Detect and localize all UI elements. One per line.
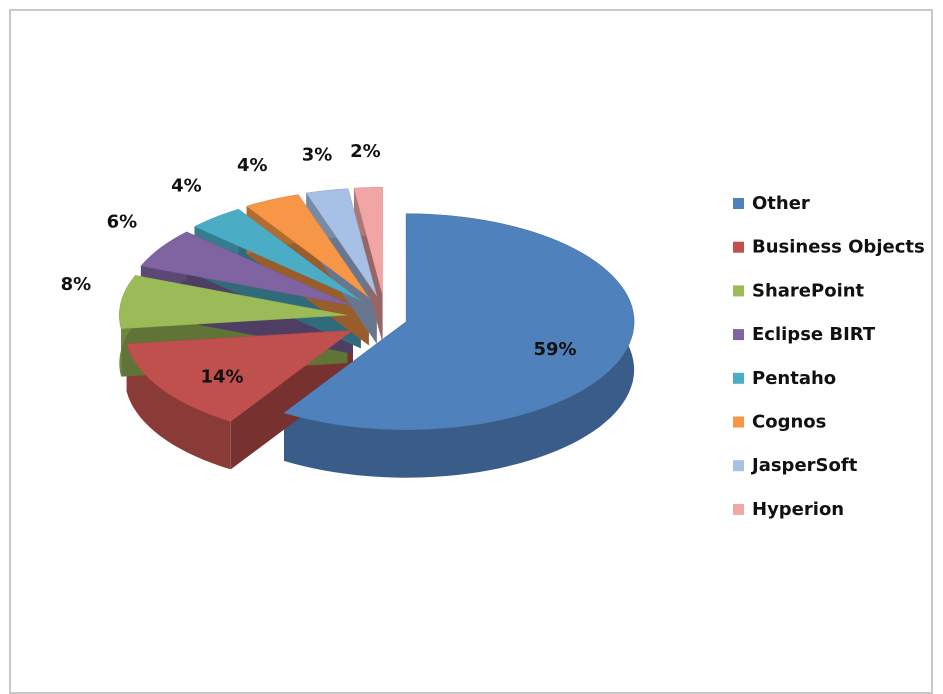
data-label: 3% [302, 144, 333, 165]
data-label: 8% [61, 274, 92, 295]
slice [246, 194, 370, 298]
legend-swatch [733, 198, 744, 209]
slice [283, 213, 635, 430]
legend-swatch [733, 503, 744, 515]
data-labels: 59% 14% 8% 6% 4% 4% 3% 2% [61, 141, 577, 388]
data-label: 6% [107, 211, 138, 232]
legend-label: JasperSoft [750, 455, 858, 476]
legend-label: Other [752, 193, 810, 214]
data-label: 14% [200, 367, 243, 388]
data-label: 4% [237, 155, 268, 176]
data-label: 4% [171, 176, 202, 197]
slice [140, 231, 354, 307]
legend-label: SharePoint [752, 280, 865, 301]
legend-label: Hyperion [752, 499, 844, 520]
legend-swatch [733, 416, 744, 428]
legend-swatch [733, 460, 744, 472]
slice [305, 188, 377, 296]
slice [353, 186, 383, 296]
legend: Other Business Objects SharePoint Eclipse B… [733, 193, 925, 520]
legend-label: Business Objects [752, 237, 925, 258]
legend-label: Cognos [752, 412, 826, 433]
pie-tops [119, 186, 635, 430]
slice-side [126, 343, 231, 470]
legend-swatch [733, 329, 744, 341]
slice [119, 275, 348, 329]
data-label: 59% [533, 339, 576, 360]
legend-swatch [733, 372, 744, 384]
legend-swatch [733, 285, 744, 297]
slice [126, 329, 354, 422]
legend-swatch [733, 241, 744, 253]
legend-label: Eclipse BIRT [752, 324, 876, 345]
legend-label: Pentaho [752, 368, 836, 389]
data-label: 2% [350, 141, 381, 162]
slice [194, 208, 361, 301]
